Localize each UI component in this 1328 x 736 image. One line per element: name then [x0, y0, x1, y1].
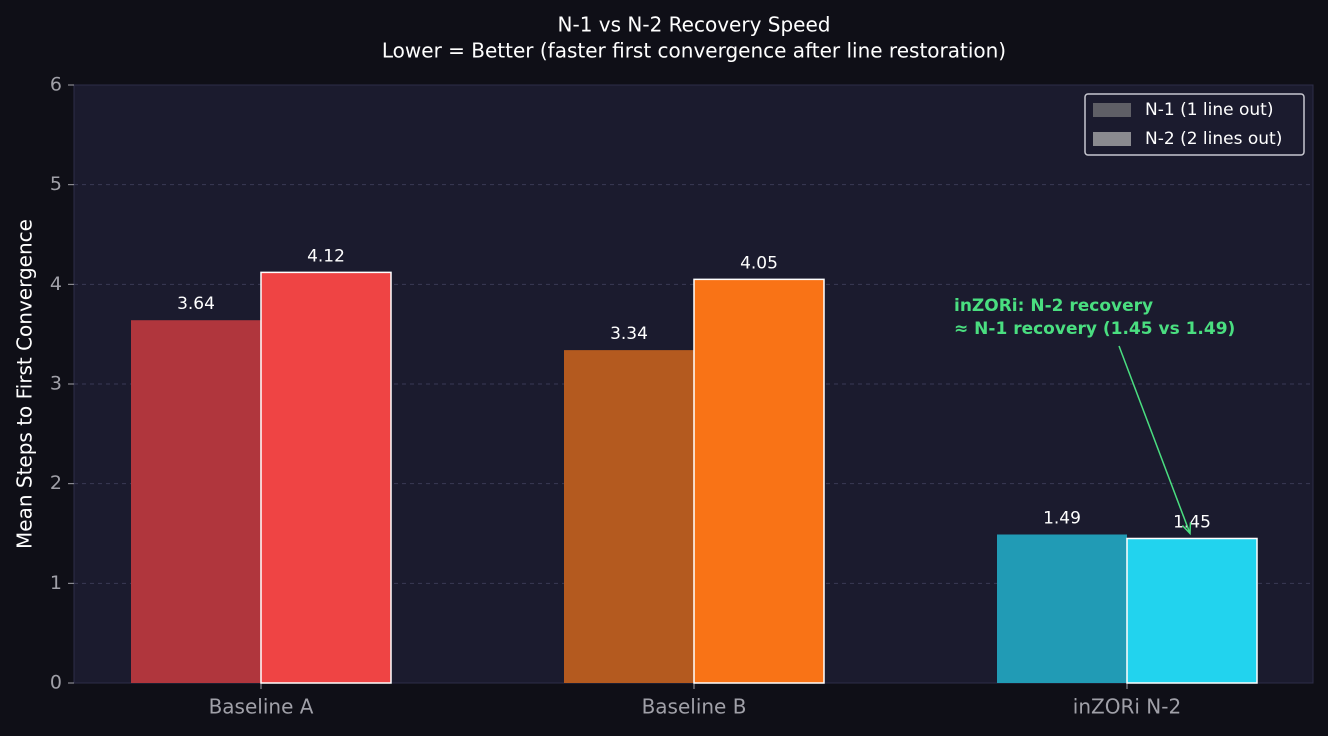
- annotation-arrowhead: [1181, 522, 1192, 536]
- bar: [997, 534, 1127, 683]
- legend-label: N-1 (1 line out): [1145, 100, 1273, 120]
- bar: [564, 350, 694, 683]
- y-tick-label: 2: [50, 472, 62, 494]
- value-label: 1.49: [1043, 508, 1081, 528]
- bar: [260, 271, 392, 684]
- value-label: 4.05: [740, 253, 778, 273]
- value-label: 3.34: [610, 324, 648, 344]
- y-tick-label: 5: [50, 173, 62, 195]
- y-axis-label: Mean Steps to First Convergence: [13, 219, 37, 549]
- bar: [693, 278, 825, 684]
- legend-label: N-2 (2 lines out): [1145, 129, 1282, 149]
- bar: [1126, 537, 1258, 684]
- legend-box: [1084, 93, 1305, 156]
- annotation-text: ≈ N-1 recovery (1.45 vs 1.49): [954, 319, 1235, 339]
- value-label: 1.45: [1173, 512, 1211, 532]
- y-tick-label: 6: [50, 74, 62, 96]
- annotation-text: inZORi: N-2 recovery: [954, 296, 1153, 316]
- bar: [131, 320, 261, 683]
- legend-swatch: [1093, 132, 1131, 146]
- x-tick-label: Baseline A: [209, 695, 314, 719]
- y-tick-label: 1: [50, 572, 62, 594]
- value-label: 4.12: [307, 246, 345, 266]
- value-label: 3.64: [177, 294, 215, 314]
- annotation-arrow: [1118, 345, 1191, 534]
- x-tick-label: inZORi N-2: [1073, 695, 1181, 719]
- chart-title: N-1 vs N-2 Recovery Speed: [558, 13, 831, 37]
- y-tick-label: 0: [50, 672, 62, 694]
- x-tick-label: Baseline B: [642, 695, 747, 719]
- y-tick-label: 3: [50, 373, 62, 395]
- chart-subtitle: Lower = Better (faster first convergence…: [382, 39, 1006, 63]
- y-tick-label: 4: [50, 273, 62, 295]
- legend-swatch: [1093, 103, 1131, 117]
